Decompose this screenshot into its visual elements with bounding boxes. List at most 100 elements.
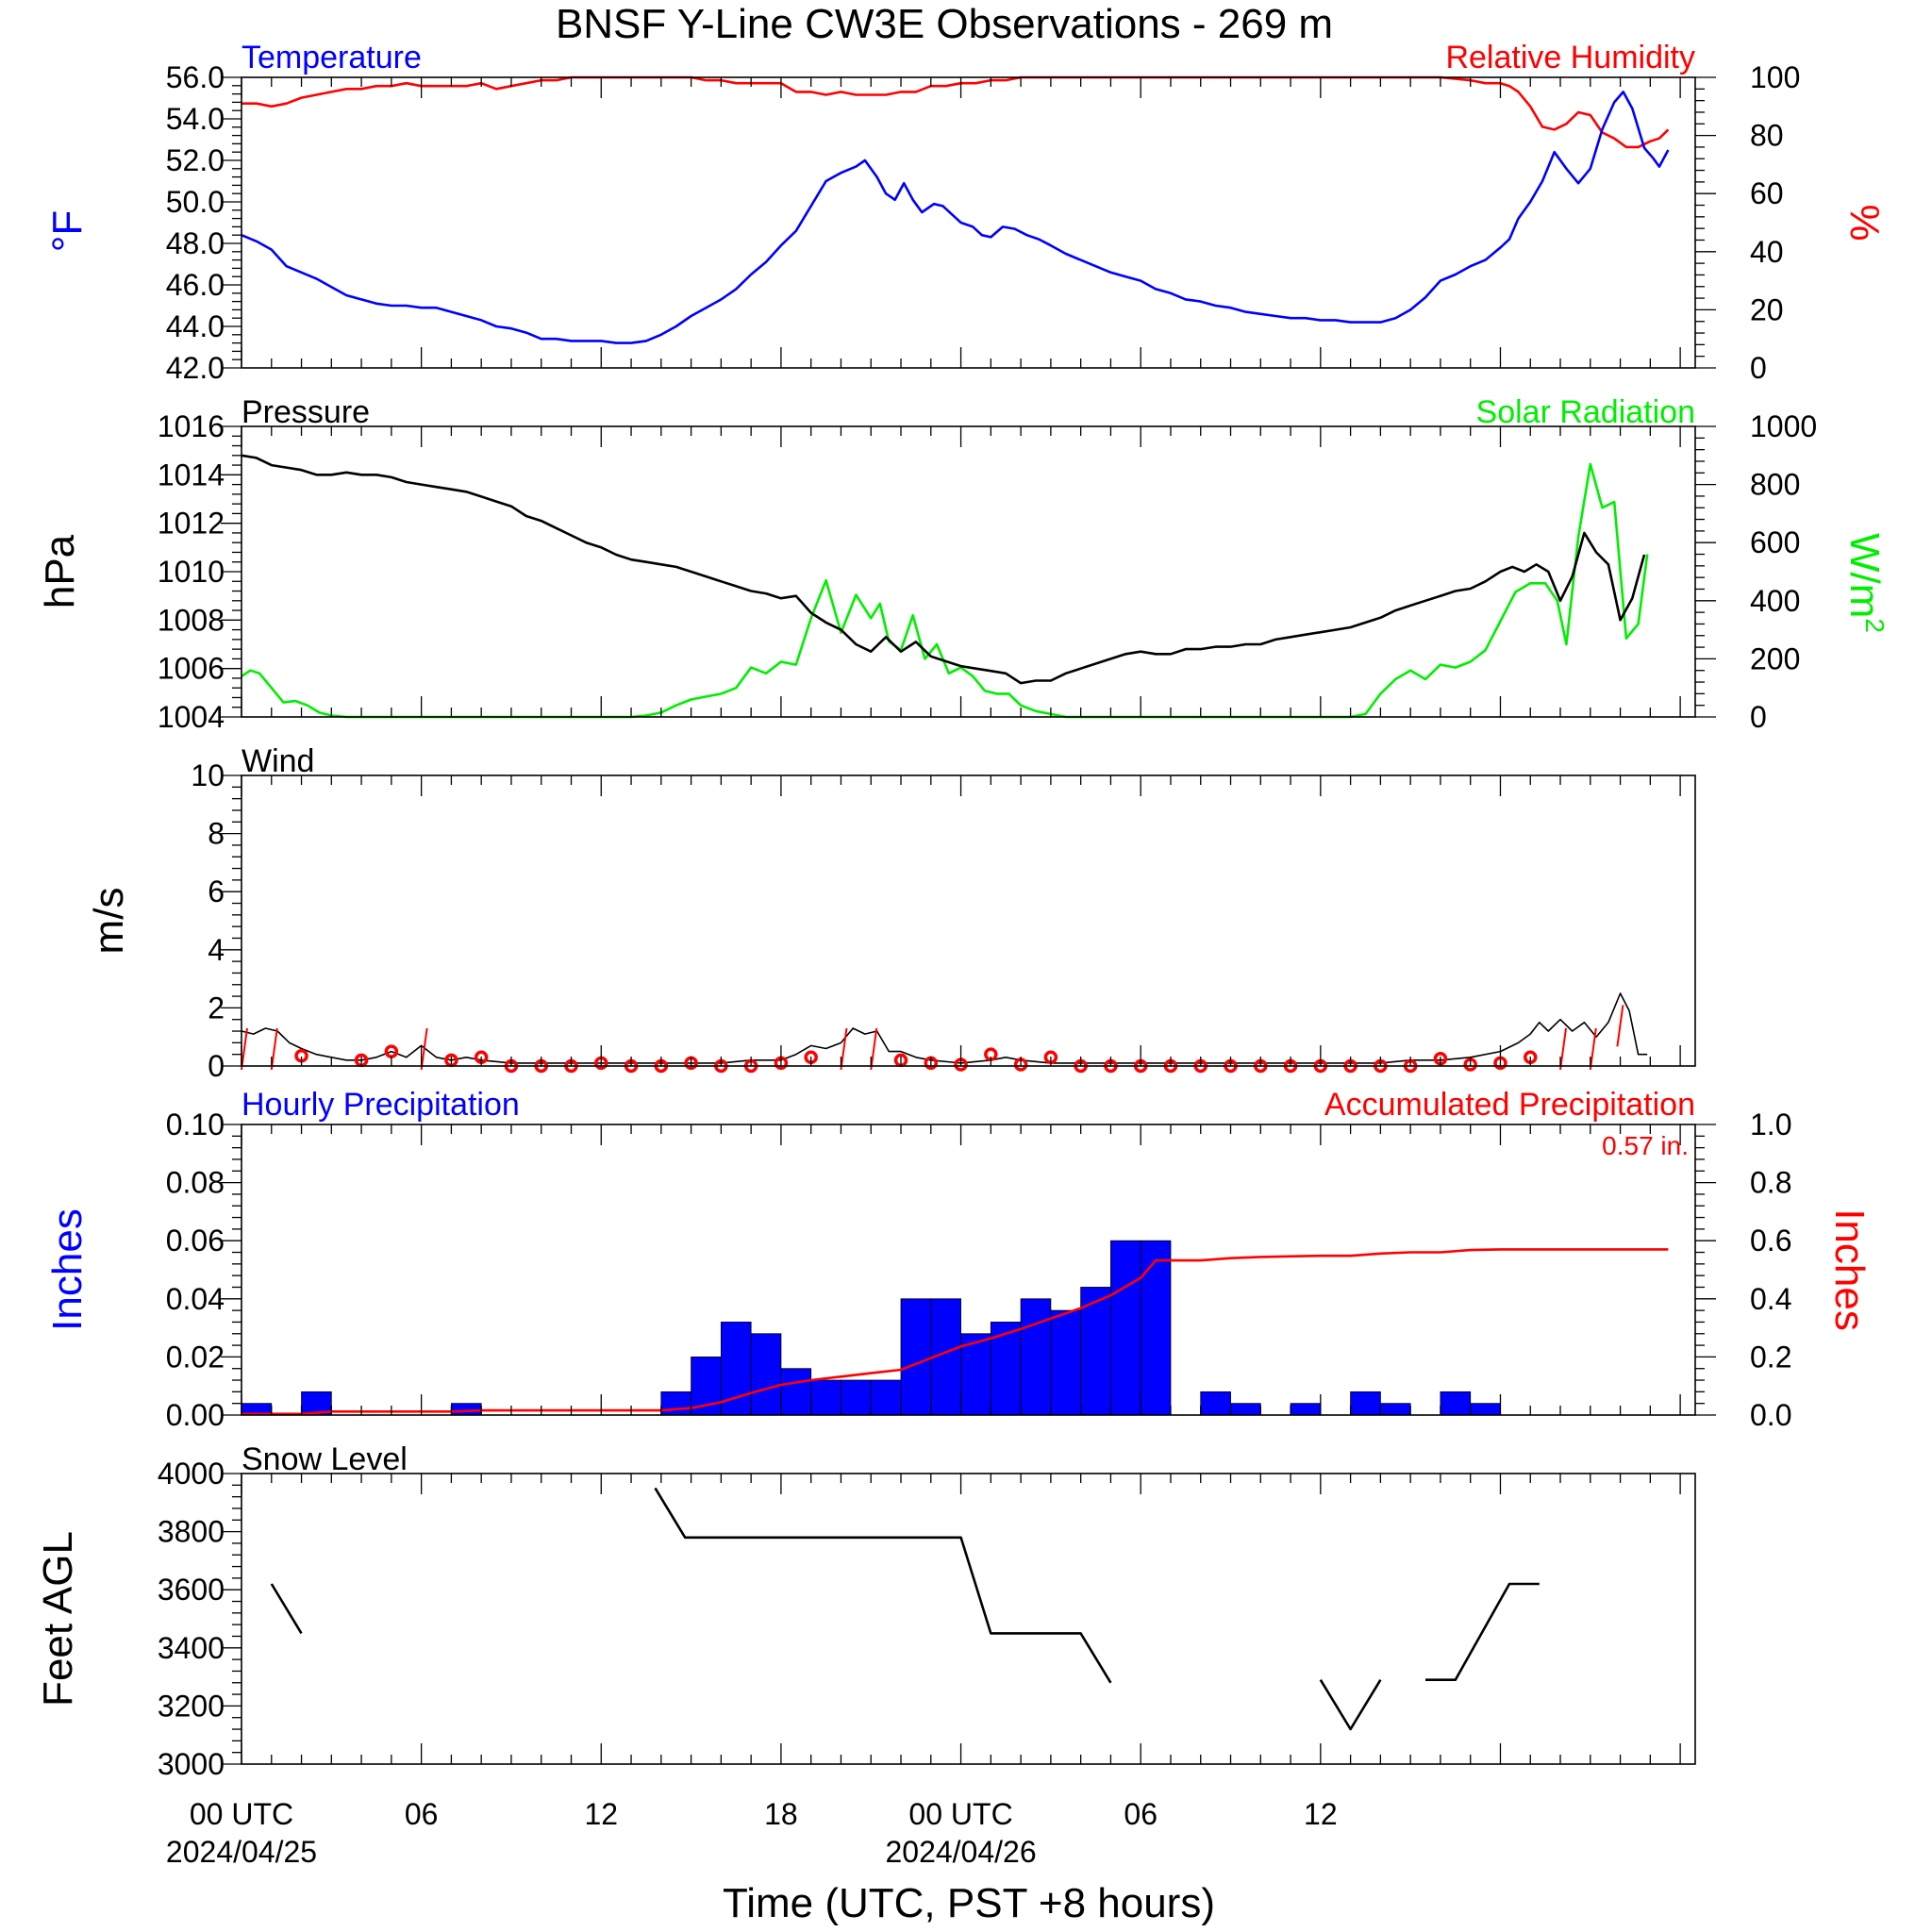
temperature-line: [241, 91, 1670, 344]
temperature-panel-title: Temperature: [242, 40, 422, 75]
temperature-tick-label: 52.0: [166, 143, 225, 177]
solar-unit-superscript: 2: [1860, 618, 1890, 633]
x-axis-tick-labels: 00 UTC 2024/04/25 06 12 18 00 UTC 2024/04/26 06…: [166, 1797, 1338, 1869]
precip-bar: [1020, 1298, 1052, 1416]
snow-level-line: [1319, 1679, 1382, 1731]
wind-plot-area: [241, 992, 1648, 1074]
wind-tick-label: 6: [208, 874, 225, 908]
pressure-tick-label: 1010: [158, 555, 225, 589]
snow-level-tick-label: 3200: [158, 1689, 225, 1723]
hourly-precip-tick-label: 0.04: [166, 1282, 225, 1316]
snow-level-tick-label: 3800: [158, 1515, 225, 1549]
wind-barb: [270, 1027, 278, 1071]
wind-tick-label: 4: [208, 933, 225, 967]
humidity-tick-label: 60: [1750, 176, 1784, 210]
snow-level-line: [654, 1487, 1112, 1684]
panel-snow-level: Snow Level Feet AGL 4000 3800 3600 3400 3200…: [35, 1441, 1696, 1781]
solar-unit: W/m: [1841, 533, 1888, 618]
precip-bar: [1200, 1391, 1231, 1416]
pressure-tick-label: 1014: [158, 458, 225, 491]
snow-level-line: [1425, 1582, 1540, 1681]
snow-level-tick-label: 4000: [158, 1457, 225, 1491]
wind-barb: [840, 1027, 848, 1071]
chart-title: BNSF Y-Line CW3E Observations - 269 m: [556, 1, 1333, 47]
x-tick-label: 06: [405, 1797, 439, 1831]
accumulated-precip-tick-label: 0.0: [1750, 1398, 1791, 1432]
precip-bar: [900, 1298, 932, 1416]
precip-bar: [1470, 1403, 1501, 1416]
relative-humidity-line: [242, 75, 1670, 149]
accumulated-precip-total: 0.57 in.: [1602, 1131, 1689, 1160]
hourly-precip-panel-title: Hourly Precipitation: [242, 1087, 520, 1123]
precip-bar: [660, 1391, 691, 1416]
wind-frame: [241, 774, 1696, 1067]
solar-radiation-panel-title: Solar Radiation: [1476, 394, 1695, 430]
snow-level-tick-label: 3600: [158, 1573, 225, 1607]
precip-bar: [1379, 1403, 1411, 1416]
snow-level-panel-title: Snow Level: [242, 1441, 408, 1477]
pressure-tick-label: 1016: [158, 409, 225, 443]
solar-tick-label: 200: [1750, 641, 1800, 675]
precip-bar: [1050, 1309, 1082, 1416]
temperature-tick-label: 46.0: [166, 268, 225, 302]
accumulated-precip-tick-label: 0.2: [1750, 1340, 1791, 1374]
solar-tick-label: 400: [1750, 584, 1800, 618]
humidity-tick-labels: 100 80 60 40 20 0: [1695, 60, 1800, 385]
wind-barb: [870, 1027, 878, 1071]
x-ticks: [241, 775, 1681, 1066]
hourly-precip-tick-label: 0.10: [166, 1108, 225, 1141]
snow-frame: [241, 1473, 1696, 1765]
accumulated-precip-panel-title: Accumulated Precipitation: [1324, 1087, 1695, 1123]
precip-bar: [1140, 1240, 1172, 1416]
accumulated-precip-line: [242, 1248, 1669, 1416]
snow-level-tick-label: 3000: [158, 1747, 225, 1781]
solar-tick-label: 800: [1750, 468, 1800, 502]
x-tick-label: 18: [764, 1797, 798, 1831]
accumulated-precip-tick-label: 0.4: [1750, 1282, 1791, 1316]
wind-tick-label: 0: [208, 1049, 225, 1083]
snow-level-line: [270, 1583, 303, 1635]
temperature-tick-labels: 56.0 54.0 52.0 50.0 48.0 46.0 44.0 42.0: [166, 60, 242, 385]
temperature-tick-label: 56.0: [166, 60, 225, 94]
humidity-axis-label: %: [1841, 204, 1888, 241]
solar-axis-label: W/m2: [1841, 533, 1890, 633]
humidity-tick-label: 20: [1750, 292, 1784, 326]
solar-tick-label: 600: [1750, 525, 1800, 559]
pressure-tick-label: 1004: [158, 700, 225, 734]
humidity-tick-label: 40: [1750, 235, 1784, 269]
x-ticks: [241, 1124, 1681, 1415]
snow-level-axis-label: Feet AGL: [35, 1531, 81, 1707]
x-tick-date: 2024/04/25: [166, 1835, 317, 1869]
temperature-plot-area: [241, 75, 1670, 344]
temperature-tick-label: 44.0: [166, 309, 225, 343]
x-ticks: [241, 426, 1681, 717]
x-tick-label: 12: [1304, 1797, 1338, 1831]
snow-level-plot-area: [270, 1487, 1540, 1731]
x-ticks: [241, 1474, 1681, 1764]
panel-precipitation: Hourly Precipitation Accumulated Precipi…: [44, 1087, 1873, 1432]
wind-barb: [241, 1027, 248, 1071]
solar-tick-labels: 1000 800 600 400 200 0: [1695, 409, 1817, 734]
pressure-frame: [241, 425, 1696, 718]
precip-plot-area: [241, 1240, 1669, 1416]
wind-panel-title: Wind: [242, 743, 314, 779]
snow-level-tick-label: 3400: [158, 1631, 225, 1665]
solar-tick-label: 0: [1750, 700, 1767, 734]
x-tick-label: 12: [584, 1797, 618, 1831]
accumulated-precip-axis-label: Inches: [1826, 1208, 1873, 1331]
precip-bar: [1440, 1391, 1472, 1416]
precip-bar: [870, 1379, 902, 1416]
hourly-precip-tick-label: 0.02: [166, 1340, 225, 1374]
wind-barb: [1589, 1027, 1597, 1071]
pressure-plot-area: [241, 454, 1649, 719]
x-axis-label: Time (UTC, PST +8 hours): [723, 1880, 1215, 1926]
panel-pressure: Pressure Solar Radiation hPa W/m2 101610…: [37, 394, 1890, 734]
pressure-tick-label: 1012: [158, 507, 225, 541]
temperature-tick-label: 54.0: [166, 102, 225, 136]
snow-level-tick-labels: 4000 3800 3600 3400 3200 3000: [158, 1457, 242, 1781]
precip-bar: [780, 1368, 812, 1416]
wind-tick-label: 10: [191, 758, 225, 792]
precip-bar: [1110, 1240, 1141, 1416]
temperature-tick-label: 48.0: [166, 226, 225, 260]
accumulated-precip-tick-label: 0.8: [1750, 1166, 1791, 1200]
